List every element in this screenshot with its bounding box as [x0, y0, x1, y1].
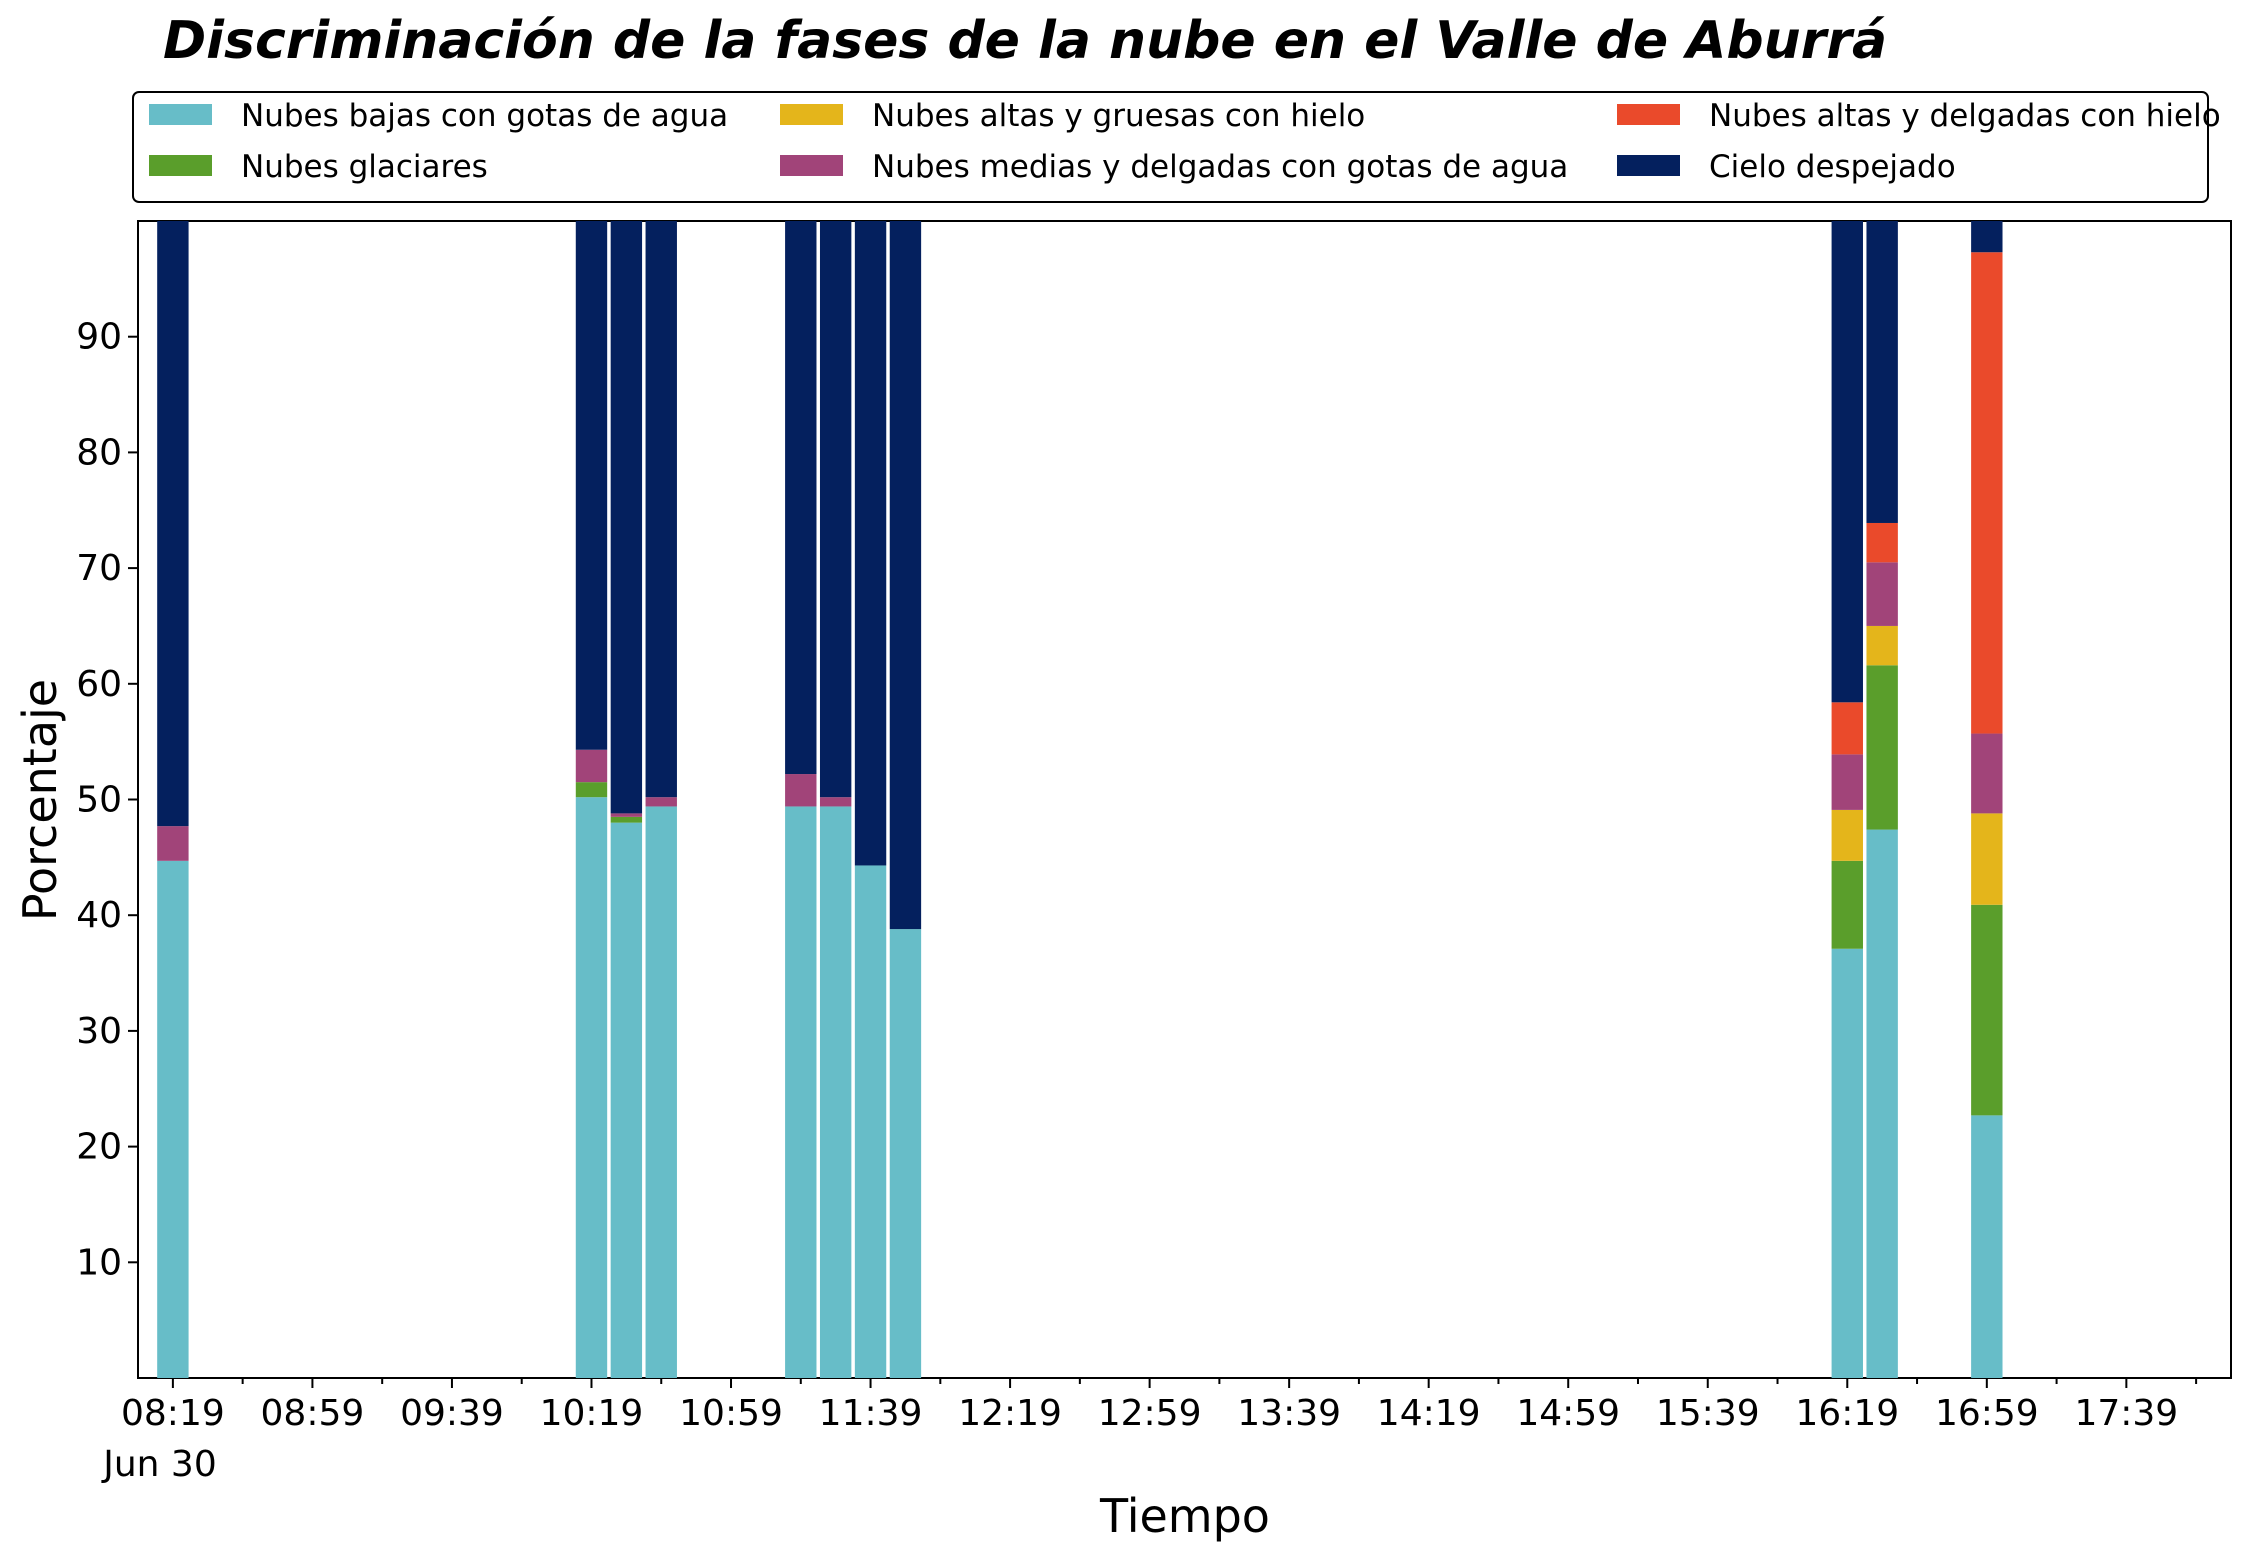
legend-label-1: Nubes bajas con gotas de agua: [241, 98, 728, 134]
bar-segment-2-1029: [610, 816, 643, 823]
bar-segment-6-1139: [854, 221, 887, 866]
legend-swatch-6: [1617, 155, 1680, 176]
bar-segment-6-1629: [1866, 221, 1898, 523]
legend-label-2: Nubes glaciares: [241, 149, 488, 185]
bar-segment-4-1029: [610, 813, 643, 817]
x-tick-label: 17:39: [2074, 1393, 2178, 1434]
bar-segment-4-1119: [785, 774, 817, 807]
bar-segment-6-1029: [610, 221, 643, 814]
bar-segment-5-1629: [1866, 522, 1898, 563]
x-tick-label: 15:39: [1656, 1393, 1760, 1434]
bar-segment-6-1129: [819, 221, 852, 798]
x-tick-label: 13:39: [1237, 1393, 1341, 1434]
bar-segment-6-1119: [785, 221, 817, 775]
bar-segment-2-1019: [575, 782, 608, 798]
x-tick-label: 14:19: [1377, 1393, 1481, 1434]
x-tick-label: 16:19: [1795, 1393, 1899, 1434]
bar-segment-4-1129: [819, 797, 852, 807]
y-axis: 10 20 30 40 50 60 70 80 90: [76, 317, 138, 1283]
legend-label-6: Cielo despejado: [1709, 149, 1956, 185]
bar-segment-1-1039: [645, 806, 677, 1378]
bar-segment-1-0819: [157, 860, 189, 1378]
x-tick-label: 08:59: [261, 1393, 365, 1434]
plot-area: 10 20 30 40 50 60 70 80 90 08:19 08:59 09:39 10:19 1…: [76, 220, 2232, 1434]
y-tick-label: 30: [76, 1011, 122, 1052]
x-tick-label: 12:19: [958, 1393, 1062, 1434]
y-tick-label: 10: [76, 1242, 122, 1283]
bar-segment-3-1619: [1831, 809, 1863, 861]
x-axis: 08:19 08:59 09:39 10:19 10:59 11:39 12:19 12:59…: [121, 1378, 2198, 1434]
legend-swatch-2: [149, 155, 212, 176]
legend-label-5: Nubes altas y delgadas con hielo: [1709, 98, 2221, 134]
legend-swatch-4: [780, 155, 843, 176]
bar-segment-6-1619: [1831, 221, 1863, 703]
legend-frame: [132, 91, 2209, 203]
bar-segment-6-1659: [1971, 221, 2003, 253]
chart-title: Discriminación de la fases de la nube en…: [163, 11, 1887, 71]
legend-label-4: Nubes medias y delgadas con gotas de agu…: [872, 149, 1568, 185]
y-tick-label: 60: [76, 664, 122, 705]
bar-segment-1-1659: [1971, 1115, 2003, 1378]
bar-segment-1-1129: [819, 806, 852, 1378]
legend-swatch-5: [1617, 104, 1680, 125]
bar-segment-2-1659: [1971, 904, 2003, 1116]
bar-segment-3-1659: [1971, 813, 2003, 905]
y-axis-label: Porcentaje: [13, 679, 67, 921]
x-tick-label: 08:19: [121, 1393, 225, 1434]
bar-segment-6-1039: [645, 221, 677, 798]
x-tick-label: 14:59: [1516, 1393, 1620, 1434]
x-axis-label: Tiempo: [1099, 1489, 1270, 1543]
x-tick-label: 11:39: [819, 1393, 923, 1434]
bar-segment-4-1659: [1971, 733, 2003, 814]
bar-segment-6-1149: [889, 221, 922, 930]
y-tick-label: 70: [76, 548, 122, 589]
legend: Nubes bajas con gotas de agua Nubes glaci…: [132, 91, 2221, 203]
bar-segment-2-1619: [1831, 860, 1863, 949]
bar-segment-5-1619: [1831, 702, 1863, 755]
bar-segment-5-1659: [1971, 252, 2003, 734]
bar-segment-1-1119: [785, 806, 817, 1378]
bar-segment-2-1629: [1866, 665, 1898, 830]
bar-segment-1-1149: [889, 929, 922, 1378]
bar-segment-1-1619: [1831, 948, 1863, 1378]
bar-segment-1-1029: [610, 822, 643, 1378]
x-tick-label: 10:59: [679, 1393, 783, 1434]
y-tick-label: 80: [76, 432, 122, 473]
legend-swatch-3: [780, 104, 843, 125]
bar-segment-6-1019: [575, 221, 608, 750]
y-tick-label: 40: [76, 895, 122, 936]
bar-segment-4-1629: [1866, 562, 1898, 626]
x-date-label: Jun 30: [101, 1444, 217, 1485]
bar-segment-4-0819: [157, 826, 189, 861]
bars-layer: [157, 221, 2003, 1378]
bar-segment-1-1019: [575, 797, 608, 1378]
bar-segment-6-0819: [157, 221, 189, 827]
bar-segment-1-1139: [854, 865, 887, 1378]
x-tick-label: 16:59: [1935, 1393, 2039, 1434]
y-tick-label: 20: [76, 1127, 122, 1168]
bar-segment-1-1629: [1866, 829, 1898, 1378]
bar-segment-4-1019: [575, 749, 608, 783]
legend-swatch-1: [149, 104, 212, 125]
x-tick-label: 12:59: [1098, 1393, 1202, 1434]
bar-segment-3-1629: [1866, 625, 1898, 666]
bar-segment-4-1619: [1831, 754, 1863, 810]
x-tick-label: 09:39: [400, 1393, 504, 1434]
x-tick-label: 10:19: [540, 1393, 644, 1434]
legend-label-3: Nubes altas y gruesas con hielo: [872, 98, 1365, 134]
bar-segment-4-1039: [645, 797, 677, 807]
y-tick-label: 50: [76, 780, 122, 821]
y-tick-label: 90: [76, 317, 122, 358]
